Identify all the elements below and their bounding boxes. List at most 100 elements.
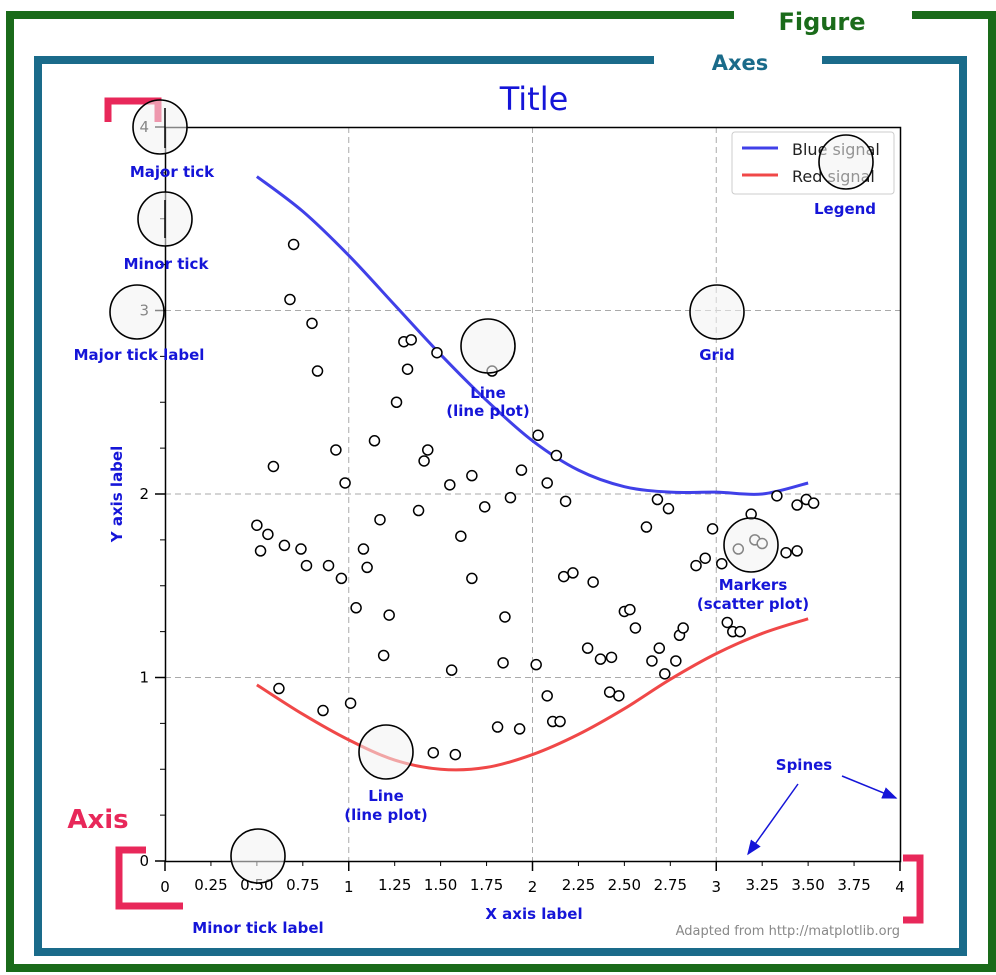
axes-frame bbox=[34, 56, 967, 956]
scatter-point bbox=[807, 497, 820, 509]
spines-arrow-down bbox=[747, 783, 799, 856]
scatter-point bbox=[368, 435, 381, 447]
scatter-point bbox=[262, 528, 274, 541]
x-minor-tick-label: 2.25 bbox=[562, 876, 595, 894]
y-major-tick-label: 1 bbox=[139, 669, 149, 687]
scatter-point bbox=[377, 649, 390, 662]
scatter-point bbox=[530, 658, 542, 671]
major-tick-circle bbox=[132, 99, 188, 155]
scatter-point bbox=[339, 477, 351, 489]
line-plot-circle-bottom bbox=[358, 724, 414, 780]
x-minor-tick-label: 0.25 bbox=[194, 876, 227, 894]
x-major-tick-label: 3 bbox=[711, 878, 721, 896]
scatter-point bbox=[613, 690, 625, 702]
scatter-point bbox=[629, 622, 642, 634]
annotation-line-plot-top-1: Line bbox=[470, 384, 506, 402]
scatter-point bbox=[594, 653, 607, 665]
scatter-point bbox=[374, 513, 386, 526]
scatter-point bbox=[706, 523, 719, 535]
scatter-point bbox=[513, 723, 526, 735]
scatter-point bbox=[357, 543, 370, 555]
minor-tick-label-circle bbox=[230, 828, 286, 884]
series-layer bbox=[255, 175, 809, 772]
markers-circle bbox=[723, 517, 779, 573]
blue-signal-line bbox=[255, 175, 809, 496]
x-axis-label: X axis label bbox=[485, 905, 582, 923]
y-major-tick-label: 2 bbox=[139, 485, 149, 503]
annotation-minor-tick: Minor tick bbox=[124, 255, 210, 273]
scatter-point bbox=[273, 682, 285, 695]
scatter-point bbox=[791, 499, 803, 511]
x-minor-tick-label: 0.75 bbox=[286, 876, 319, 894]
legend-circle bbox=[818, 134, 874, 190]
x-major-tick-label: 2 bbox=[528, 878, 538, 896]
annotation-markers-1: Markers bbox=[719, 576, 788, 594]
scatter-point bbox=[431, 346, 443, 359]
x-minor-tick-label: 1.50 bbox=[424, 876, 457, 894]
scatter-point bbox=[418, 455, 430, 467]
scatter-point bbox=[444, 479, 456, 491]
scatter-point bbox=[344, 697, 357, 709]
scatter-point bbox=[690, 559, 702, 572]
scatter-point bbox=[251, 519, 263, 531]
scatter-point bbox=[716, 557, 728, 570]
scatter-point bbox=[427, 746, 440, 759]
x-major-tick-label: 4 bbox=[895, 878, 905, 896]
scatter-point bbox=[515, 464, 528, 476]
spines-arrow-right bbox=[841, 775, 898, 799]
annotation-circles bbox=[109, 99, 874, 884]
scatter-point bbox=[383, 609, 395, 621]
scatter-point bbox=[466, 469, 478, 482]
scatter-point bbox=[422, 444, 434, 456]
scatter-point bbox=[278, 539, 291, 552]
scatter-point bbox=[554, 715, 566, 728]
scatter-point bbox=[624, 603, 636, 616]
scatter-point bbox=[401, 363, 414, 375]
x-major-tick-label: 0 bbox=[160, 878, 170, 896]
x-minor-tick-label: 2.50 bbox=[608, 876, 641, 894]
scatter-point bbox=[541, 477, 553, 489]
scatter-point bbox=[670, 655, 682, 667]
scatter-point bbox=[771, 490, 783, 502]
x-axis-bracket-left bbox=[115, 846, 183, 910]
scatter-point bbox=[330, 444, 342, 456]
y-axis-label: Y axis label bbox=[108, 446, 126, 544]
scatter-point bbox=[497, 657, 509, 669]
scatter-point bbox=[412, 504, 425, 517]
scatter-point bbox=[335, 572, 348, 585]
scatter-point bbox=[390, 396, 403, 408]
x-major-tick-label: 1 bbox=[344, 878, 354, 896]
annotation-legend: Legend bbox=[814, 200, 876, 218]
annotation-major-tick: Major tick bbox=[130, 163, 215, 181]
scatter-point bbox=[322, 559, 335, 572]
grid-circle bbox=[689, 284, 745, 340]
red-signal-line bbox=[256, 617, 809, 772]
scatter-point bbox=[780, 546, 792, 559]
major-tick-label-circle bbox=[109, 284, 165, 340]
scatter-point bbox=[567, 567, 579, 579]
scatter-point bbox=[791, 545, 803, 557]
axes-label: Axes bbox=[712, 51, 769, 75]
scatter-point bbox=[550, 449, 563, 462]
scatter-point bbox=[455, 530, 467, 542]
scatter-point bbox=[499, 611, 511, 623]
scatter-point bbox=[559, 495, 572, 508]
chart-title: Title bbox=[499, 80, 569, 118]
scatter-point bbox=[466, 572, 478, 585]
annotation-major-tick-label: Major tick label bbox=[74, 346, 205, 364]
annotation-grid: Grid bbox=[699, 346, 735, 364]
annotation-line-plot-bottom-2: (line plot) bbox=[344, 806, 427, 824]
axis-label: Axis bbox=[67, 805, 128, 835]
scatter-point bbox=[267, 460, 280, 473]
scatter-point bbox=[350, 602, 362, 614]
annotation-markers-2: (scatter plot) bbox=[697, 595, 809, 613]
y-major-tick-label: 0 bbox=[139, 852, 149, 870]
scatter-point bbox=[721, 616, 734, 629]
annotation-line-plot-top-2: (line plot) bbox=[446, 402, 529, 420]
scatter-point bbox=[541, 690, 553, 702]
credit-text: Adapted from http://matplotlib.org bbox=[676, 924, 900, 939]
scatter-point bbox=[311, 365, 324, 377]
scatter-point bbox=[445, 664, 458, 676]
